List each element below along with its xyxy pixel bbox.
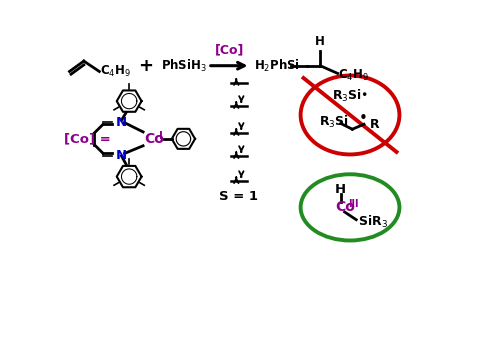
Text: I: I — [158, 131, 162, 141]
Text: R: R — [370, 118, 379, 131]
Text: Co: Co — [144, 132, 165, 146]
Text: N: N — [116, 116, 127, 129]
Text: [Co] =: [Co] = — [64, 132, 111, 145]
Text: S = 1: S = 1 — [220, 190, 258, 203]
Text: III: III — [348, 199, 359, 209]
Text: R$_3$Si•: R$_3$Si• — [332, 88, 368, 104]
Text: PhSiH$_3$: PhSiH$_3$ — [162, 58, 208, 74]
Text: SiR$_3$: SiR$_3$ — [358, 214, 388, 230]
Text: [Co]: [Co] — [214, 44, 244, 57]
Text: C$_4$H$_9$: C$_4$H$_9$ — [338, 68, 370, 83]
Text: H: H — [335, 183, 346, 196]
Text: C$_4$H$_9$: C$_4$H$_9$ — [100, 64, 130, 79]
Text: +: + — [138, 57, 154, 75]
Text: H: H — [316, 35, 325, 48]
Text: Co: Co — [336, 200, 355, 214]
Text: H$_2$PhSi: H$_2$PhSi — [254, 58, 300, 74]
Text: R$_3$Si: R$_3$Si — [319, 114, 349, 130]
Text: •: • — [358, 111, 367, 126]
Text: N: N — [116, 148, 127, 162]
